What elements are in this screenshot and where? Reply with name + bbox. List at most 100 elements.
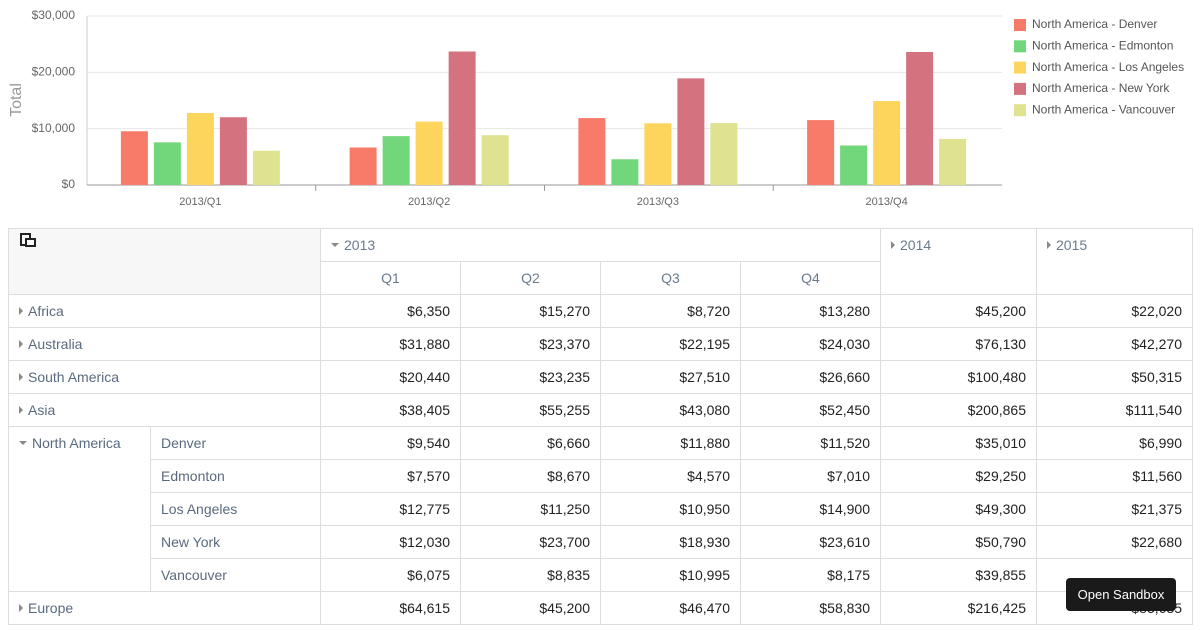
legend-label: North America - New York [1032, 81, 1170, 95]
value-cell: $216,425 [880, 591, 1037, 625]
corner-cell [8, 228, 321, 295]
value-cell-text: $45,200 [539, 600, 590, 616]
value-cell: $45,200 [880, 294, 1037, 328]
value-cell-text: $22,195 [679, 336, 730, 352]
value-cell: $31,880 [320, 327, 461, 361]
expand-toggle[interactable] [891, 241, 895, 249]
value-cell: $10,950 [600, 492, 741, 526]
year-label: 2013 [344, 237, 375, 253]
year-header: 2014 [880, 228, 1037, 295]
value-cell: $23,700 [460, 525, 601, 559]
row-label: Europe [28, 600, 73, 616]
value-cell-text: $9,540 [407, 435, 450, 451]
value-cell: $11,520 [740, 426, 881, 460]
value-cell-text: $111,540 [1125, 402, 1182, 418]
expand-toggle[interactable] [331, 243, 339, 247]
expand-toggle[interactable] [19, 307, 23, 315]
value-cell-text: $100,480 [967, 369, 1026, 385]
value-cell-text: $45,200 [975, 303, 1026, 319]
value-cell: $22,195 [600, 327, 741, 361]
value-cell: $20,440 [320, 360, 461, 394]
legend-label: North America - Edmonton [1032, 38, 1173, 52]
value-cell: $6,350 [320, 294, 461, 328]
value-cell: $24,030 [740, 327, 881, 361]
expand-toggle[interactable] [19, 604, 23, 612]
body-row: Vancouver $6,075 $8,835 $10,995 $8,175 $39,85… [9, 558, 1193, 592]
bar [578, 118, 606, 185]
value-cell-text: $10,950 [679, 501, 730, 517]
value-cell: $23,235 [460, 360, 601, 394]
child-row-header: Los Angeles [150, 492, 321, 526]
row-header: Asia [8, 393, 321, 427]
value-cell: $7,570 [320, 459, 461, 493]
value-cell-text: $11,250 [540, 501, 590, 517]
expand-toggle[interactable] [19, 441, 27, 445]
value-cell-text: $6,075 [407, 567, 450, 583]
row-label: Africa [28, 303, 64, 319]
year-label: 2014 [900, 237, 931, 253]
row-label: Asia [28, 402, 55, 418]
open-sandbox-button[interactable]: Open Sandbox [1066, 578, 1176, 611]
row-header: North America [8, 426, 151, 592]
value-cell-text: $49,300 [975, 501, 1026, 517]
bar [611, 159, 639, 185]
value-cell-text: $12,030 [399, 534, 450, 550]
bar [448, 51, 476, 185]
expand-toggle[interactable] [19, 340, 23, 348]
year-label: 2015 [1056, 237, 1087, 253]
year-header: 2015 [1036, 228, 1193, 295]
pivot-icon[interactable] [19, 231, 37, 249]
value-cell: $8,720 [600, 294, 741, 328]
expand-toggle[interactable] [1047, 241, 1051, 249]
value-cell-text: $12,775 [399, 501, 450, 517]
body-row: South America $20,440 $23,235 $27,510 $26,66… [8, 360, 1193, 394]
child-row-header: New York [150, 525, 321, 559]
row-header: Africa [8, 294, 321, 328]
row-label: Australia [28, 336, 82, 352]
bar [873, 101, 901, 185]
value-cell-text: $11,880 [680, 435, 730, 451]
value-cell-text: $8,835 [547, 567, 590, 583]
chart: Total $0 $10,000 $20,000 $30,000 2013/Q1 2013… [8, 8, 1184, 208]
row-label-text: Africa [28, 303, 64, 319]
value-cell-text: $55,255 [539, 402, 590, 418]
value-cell: $4,570 [600, 459, 741, 493]
value-cell-text: $24,030 [819, 336, 870, 352]
value-cell-text: $26,660 [819, 369, 870, 385]
value-cell: $10,995 [600, 558, 741, 592]
value-cell: $9,540 [320, 426, 461, 460]
row-label-text: Europe [28, 600, 74, 616]
child-row-header: Edmonton [150, 459, 321, 493]
quarter-header-text: Q1 [381, 270, 400, 286]
value-cell: $50,315 [1036, 360, 1193, 394]
bar [252, 150, 280, 185]
legend-swatch [1014, 40, 1026, 53]
expand-toggle[interactable] [19, 373, 23, 381]
value-cell: $52,450 [740, 393, 881, 427]
value-cell: $23,610 [740, 525, 881, 559]
quarter-header: Q4 [740, 261, 881, 295]
year-label-text: 2014 [900, 237, 932, 253]
value-cell-text: $23,235 [539, 369, 590, 385]
x-tick-label: 2013/Q2 [408, 196, 450, 208]
child-row-header-text: New York [161, 534, 221, 550]
value-cell-text: $11,560 [1132, 468, 1182, 484]
child-row-header-text: Los Angeles [161, 501, 238, 517]
value-cell: $49,300 [880, 492, 1037, 526]
value-cell: $43,080 [600, 393, 741, 427]
child-row-header-text: Denver [161, 435, 207, 451]
value-cell-text: $46,470 [679, 600, 730, 616]
body-row: New York $12,030 $23,700 $18,930 $23,610 $50,… [9, 525, 1193, 559]
body-row: Australia $31,880 $23,370 $22,195 $24,030 $76… [8, 327, 1193, 361]
bar [120, 131, 148, 185]
row-label-text: North America [32, 435, 121, 451]
quarter-header: Q3 [600, 261, 741, 295]
value-cell: $55,255 [460, 393, 601, 427]
expand-toggle[interactable] [19, 406, 23, 414]
value-cell: $29,250 [880, 459, 1037, 493]
value-cell-text: $22,680 [1131, 534, 1182, 550]
value-cell-text: $64,615 [399, 600, 450, 616]
value-cell: $18,930 [600, 525, 741, 559]
value-cell-text: $11,520 [820, 435, 870, 451]
body-row: Africa $6,350 $15,270 $8,720 $13,280 $45,200 $… [8, 294, 1193, 328]
